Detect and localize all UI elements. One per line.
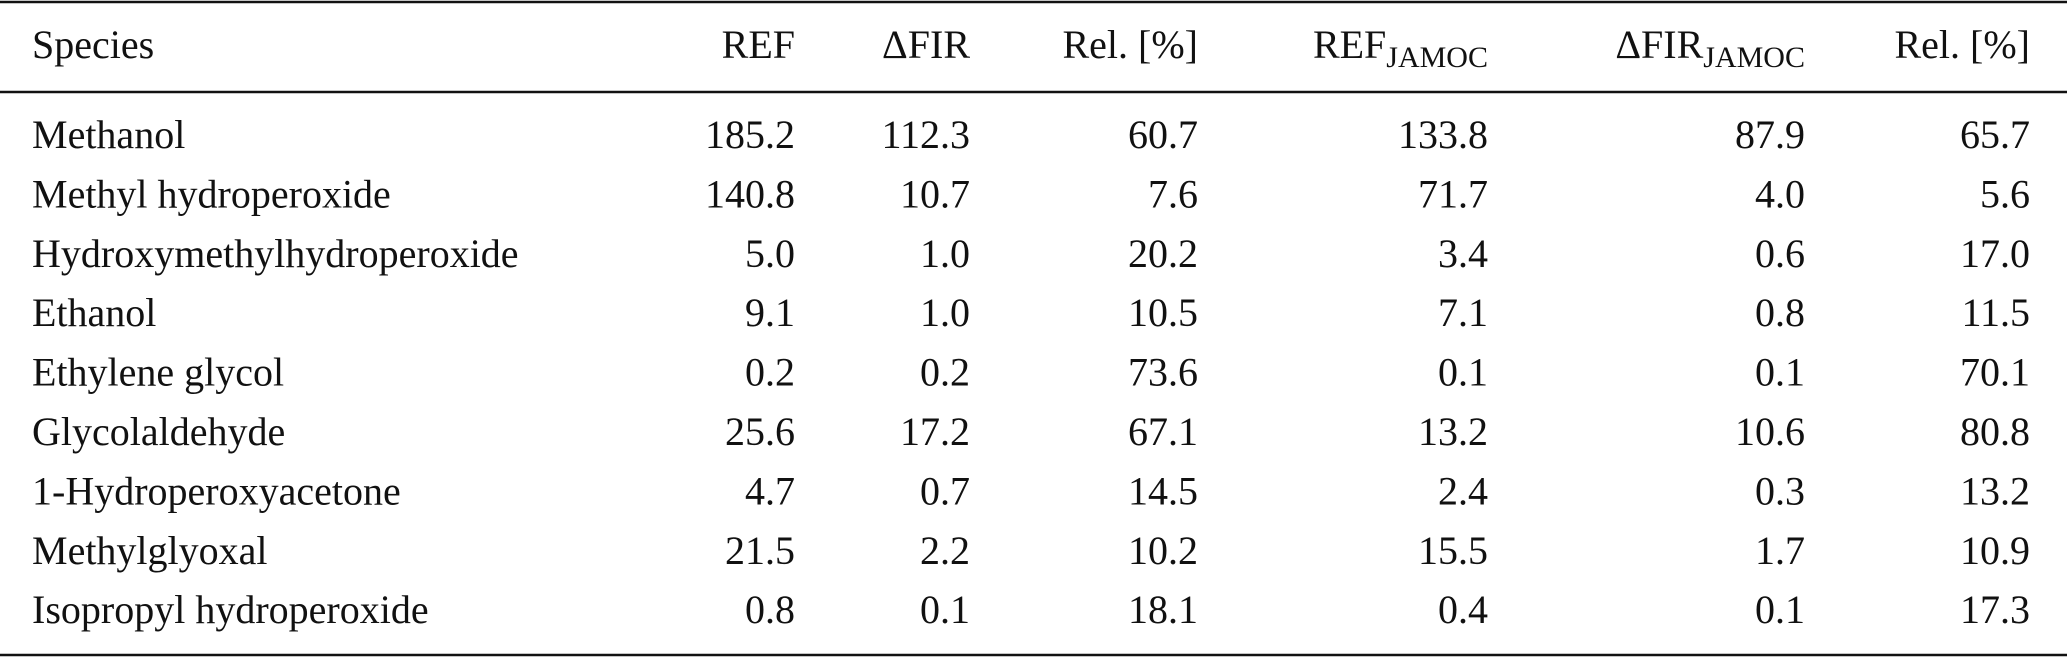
value-cell: 13.2: [1960, 468, 2030, 513]
header-cell: Rel. [%]: [1894, 22, 2030, 67]
value-cell: 1.7: [1755, 528, 1805, 573]
value-cell: 21.5: [725, 528, 795, 573]
value-cell: 2.4: [1438, 468, 1488, 513]
value-cell: 67.1: [1128, 409, 1198, 454]
value-cell: 0.2: [920, 350, 970, 395]
value-cell: 112.3: [881, 112, 970, 157]
value-cell: 10.9: [1960, 528, 2030, 573]
value-cell: 17.2: [900, 409, 970, 454]
value-cell: 13.2: [1418, 409, 1488, 454]
header-cell: REF: [722, 22, 795, 67]
value-cell: 7.6: [1148, 171, 1198, 216]
header-sub: JAMOC: [1386, 41, 1488, 74]
header-cell: Species: [32, 22, 154, 67]
species-cell: Methyl hydroperoxide: [32, 171, 391, 216]
value-cell: 73.6: [1128, 350, 1198, 395]
value-cell: 10.6: [1735, 409, 1805, 454]
value-cell: 0.7: [920, 468, 970, 513]
value-cell: 15.5: [1418, 528, 1488, 573]
header-cell: ΔFIRJAMOC: [1615, 22, 1805, 74]
value-cell: 0.3: [1755, 468, 1805, 513]
value-cell: 10.5: [1128, 290, 1198, 335]
header-main: ΔFIR: [1615, 22, 1703, 67]
value-cell: 0.1: [1438, 350, 1488, 395]
value-cell: 10.2: [1128, 528, 1198, 573]
header-cell: ΔFIR: [882, 22, 970, 67]
value-cell: 1.0: [920, 290, 970, 335]
value-cell: 5.0: [745, 231, 795, 276]
value-cell: 0.1: [1755, 587, 1805, 632]
header-sub: JAMOC: [1703, 41, 1805, 74]
species-cell: Glycolaldehyde: [32, 409, 285, 454]
species-cell: Ethylene glycol: [32, 350, 284, 395]
species-cell: Ethanol: [32, 290, 156, 335]
value-cell: 17.3: [1960, 587, 2030, 632]
value-cell: 1.0: [920, 231, 970, 276]
value-cell: 20.2: [1128, 231, 1198, 276]
value-cell: 70.1: [1960, 350, 2030, 395]
value-cell: 80.8: [1960, 409, 2030, 454]
value-cell: 0.2: [745, 350, 795, 395]
value-cell: 71.7: [1418, 171, 1488, 216]
species-cell: Isopropyl hydroperoxide: [32, 587, 429, 632]
value-cell: 10.7: [900, 171, 970, 216]
value-cell: 4.0: [1755, 171, 1805, 216]
value-cell: 17.0: [1960, 231, 2030, 276]
header-cell: REFJAMOC: [1313, 22, 1488, 74]
species-cell: Methylglyoxal: [32, 528, 268, 573]
value-cell: 7.1: [1438, 290, 1488, 335]
value-cell: 185.2: [705, 112, 795, 157]
value-cell: 60.7: [1128, 112, 1198, 157]
value-cell: 5.6: [1980, 171, 2030, 216]
value-cell: 18.1: [1128, 587, 1198, 632]
value-cell: 11.5: [1961, 290, 2030, 335]
value-cell: 87.9: [1735, 112, 1805, 157]
value-cell: 133.8: [1398, 112, 1488, 157]
species-cell: 1-Hydroperoxyacetone: [32, 468, 401, 513]
value-cell: 9.1: [745, 290, 795, 335]
value-cell: 0.1: [1755, 350, 1805, 395]
value-cell: 0.6: [1755, 231, 1805, 276]
value-cell: 65.7: [1960, 112, 2030, 157]
value-cell: 0.4: [1438, 587, 1488, 632]
header-cell: Rel. [%]: [1062, 22, 1198, 67]
value-cell: 0.8: [745, 587, 795, 632]
species-cell: Methanol: [32, 112, 185, 157]
species-cell: Hydroxymethylhydroperoxide: [32, 231, 519, 276]
value-cell: 3.4: [1438, 231, 1488, 276]
value-cell: 2.2: [920, 528, 970, 573]
header-main: REF: [1313, 22, 1386, 67]
value-cell: 25.6: [725, 409, 795, 454]
value-cell: 14.5: [1128, 468, 1198, 513]
value-cell: 140.8: [705, 171, 795, 216]
value-cell: 0.8: [1755, 290, 1805, 335]
value-cell: 4.7: [745, 468, 795, 513]
value-cell: 0.1: [920, 587, 970, 632]
